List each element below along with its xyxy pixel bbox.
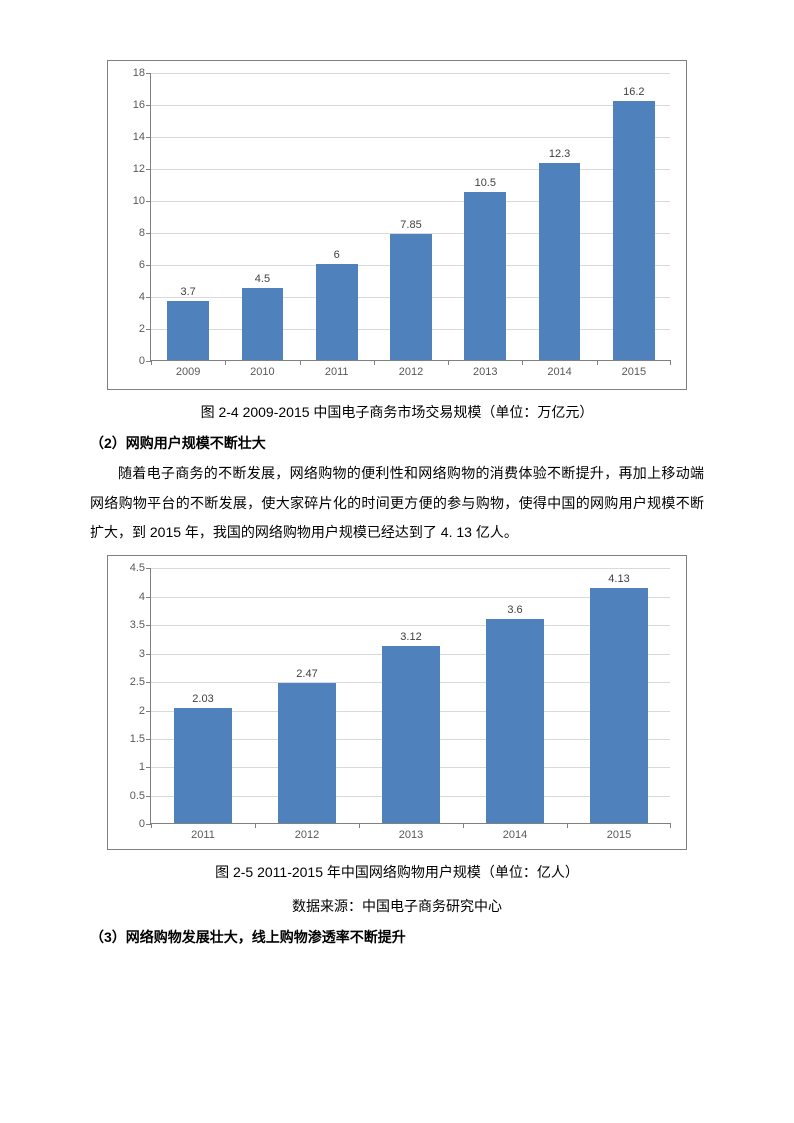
gridline bbox=[151, 568, 670, 569]
bar-label: 3.12 bbox=[400, 631, 421, 646]
gridline bbox=[151, 201, 670, 202]
gridline bbox=[151, 105, 670, 106]
ytick-label: 14 bbox=[133, 131, 151, 143]
ytick-label: 6 bbox=[139, 259, 151, 271]
xtick-mark bbox=[670, 360, 671, 365]
chart-1-caption: 图 2-4 2009-2015 中国电子商务市场交易规模（单位：万亿元） bbox=[90, 400, 704, 425]
bar: 3.7 bbox=[167, 301, 209, 360]
section-3-heading: （3）网络购物发展壮大，线上购物渗透率不断提升 bbox=[90, 927, 704, 947]
chart-2: 00.511.522.533.544.520112.0320122.472013… bbox=[107, 555, 687, 850]
ytick-label: 3.5 bbox=[130, 619, 151, 631]
xtick-mark bbox=[300, 360, 301, 365]
xtick-label: 2009 bbox=[176, 360, 200, 378]
section-2-heading: （2）网购用户规模不断壮大 bbox=[90, 433, 704, 453]
ytick-label: 16 bbox=[133, 99, 151, 111]
chart-2-plot: 00.511.522.533.544.520112.0320122.472013… bbox=[150, 568, 670, 824]
ytick-label: 4 bbox=[139, 291, 151, 303]
xtick-mark bbox=[374, 360, 375, 365]
xtick-label: 2015 bbox=[622, 360, 646, 378]
bar: 16.2 bbox=[613, 101, 655, 360]
xtick-label: 2011 bbox=[191, 823, 215, 841]
bar-label: 4.13 bbox=[608, 573, 629, 588]
bar: 3.12 bbox=[382, 646, 440, 823]
chart-1: 02468101214161820093.720104.52011620127.… bbox=[107, 60, 687, 390]
xtick-label: 2010 bbox=[250, 360, 274, 378]
section-2-paragraph: 随着电子商务的不断发展，网络购物的便利性和网络购物的消费体验不断提升，再加上移动… bbox=[90, 459, 704, 547]
ytick-label: 1.5 bbox=[130, 733, 151, 745]
xtick-label: 2012 bbox=[295, 823, 319, 841]
xtick-mark bbox=[255, 823, 256, 828]
ytick-label: 2.5 bbox=[130, 676, 151, 688]
xtick-mark bbox=[151, 823, 152, 828]
xtick-mark bbox=[151, 360, 152, 365]
ytick-label: 18 bbox=[133, 67, 151, 79]
ytick-label: 4 bbox=[139, 591, 151, 603]
xtick-label: 2014 bbox=[547, 360, 571, 378]
chart-2-caption-2: 数据来源：中国电子商务研究中心 bbox=[90, 894, 704, 919]
ytick-label: 8 bbox=[139, 227, 151, 239]
bar: 2.47 bbox=[278, 683, 336, 824]
gridline bbox=[151, 137, 670, 138]
gridline bbox=[151, 73, 670, 74]
bar: 4.13 bbox=[590, 588, 648, 823]
bar-label: 2.03 bbox=[192, 693, 213, 708]
ytick-label: 4.5 bbox=[130, 562, 151, 574]
bar: 3.6 bbox=[486, 619, 544, 824]
bar-label: 7.85 bbox=[400, 219, 421, 234]
bar-label: 4.5 bbox=[255, 273, 270, 288]
xtick-label: 2012 bbox=[399, 360, 423, 378]
bar-label: 10.5 bbox=[475, 177, 496, 192]
bar-label: 16.2 bbox=[623, 86, 644, 101]
xtick-label: 2013 bbox=[399, 823, 423, 841]
ytick-label: 12 bbox=[133, 163, 151, 175]
xtick-mark bbox=[597, 360, 598, 365]
ytick-label: 0.5 bbox=[130, 790, 151, 802]
xtick-mark bbox=[522, 360, 523, 365]
chart-2-caption-1: 图 2-5 2011-2015 年中国网络购物用户规模（单位：亿人） bbox=[90, 860, 704, 885]
ytick-label: 2 bbox=[139, 705, 151, 717]
xtick-label: 2013 bbox=[473, 360, 497, 378]
bar-label: 12.3 bbox=[549, 148, 570, 163]
ytick-label: 3 bbox=[139, 648, 151, 660]
ytick-label: 0 bbox=[139, 818, 151, 830]
xtick-mark bbox=[448, 360, 449, 365]
xtick-mark bbox=[567, 823, 568, 828]
bar-label: 6 bbox=[334, 249, 340, 264]
ytick-label: 10 bbox=[133, 195, 151, 207]
bar: 4.5 bbox=[242, 288, 284, 360]
bar-label: 3.7 bbox=[180, 286, 195, 301]
xtick-label: 2011 bbox=[325, 360, 349, 378]
xtick-label: 2015 bbox=[607, 823, 631, 841]
xtick-mark bbox=[225, 360, 226, 365]
ytick-label: 1 bbox=[139, 761, 151, 773]
xtick-mark bbox=[359, 823, 360, 828]
bar: 7.85 bbox=[390, 234, 432, 360]
bar-label: 2.47 bbox=[296, 668, 317, 683]
bar-label: 3.6 bbox=[507, 604, 522, 619]
xtick-label: 2014 bbox=[503, 823, 527, 841]
bar: 2.03 bbox=[174, 708, 232, 823]
ytick-label: 0 bbox=[139, 355, 151, 367]
bar: 12.3 bbox=[539, 163, 581, 360]
bar: 10.5 bbox=[464, 192, 506, 360]
gridline bbox=[151, 169, 670, 170]
xtick-mark bbox=[670, 823, 671, 828]
xtick-mark bbox=[463, 823, 464, 828]
ytick-label: 2 bbox=[139, 323, 151, 335]
bar: 6 bbox=[316, 264, 358, 360]
chart-1-plot: 02468101214161820093.720104.52011620127.… bbox=[150, 73, 670, 361]
